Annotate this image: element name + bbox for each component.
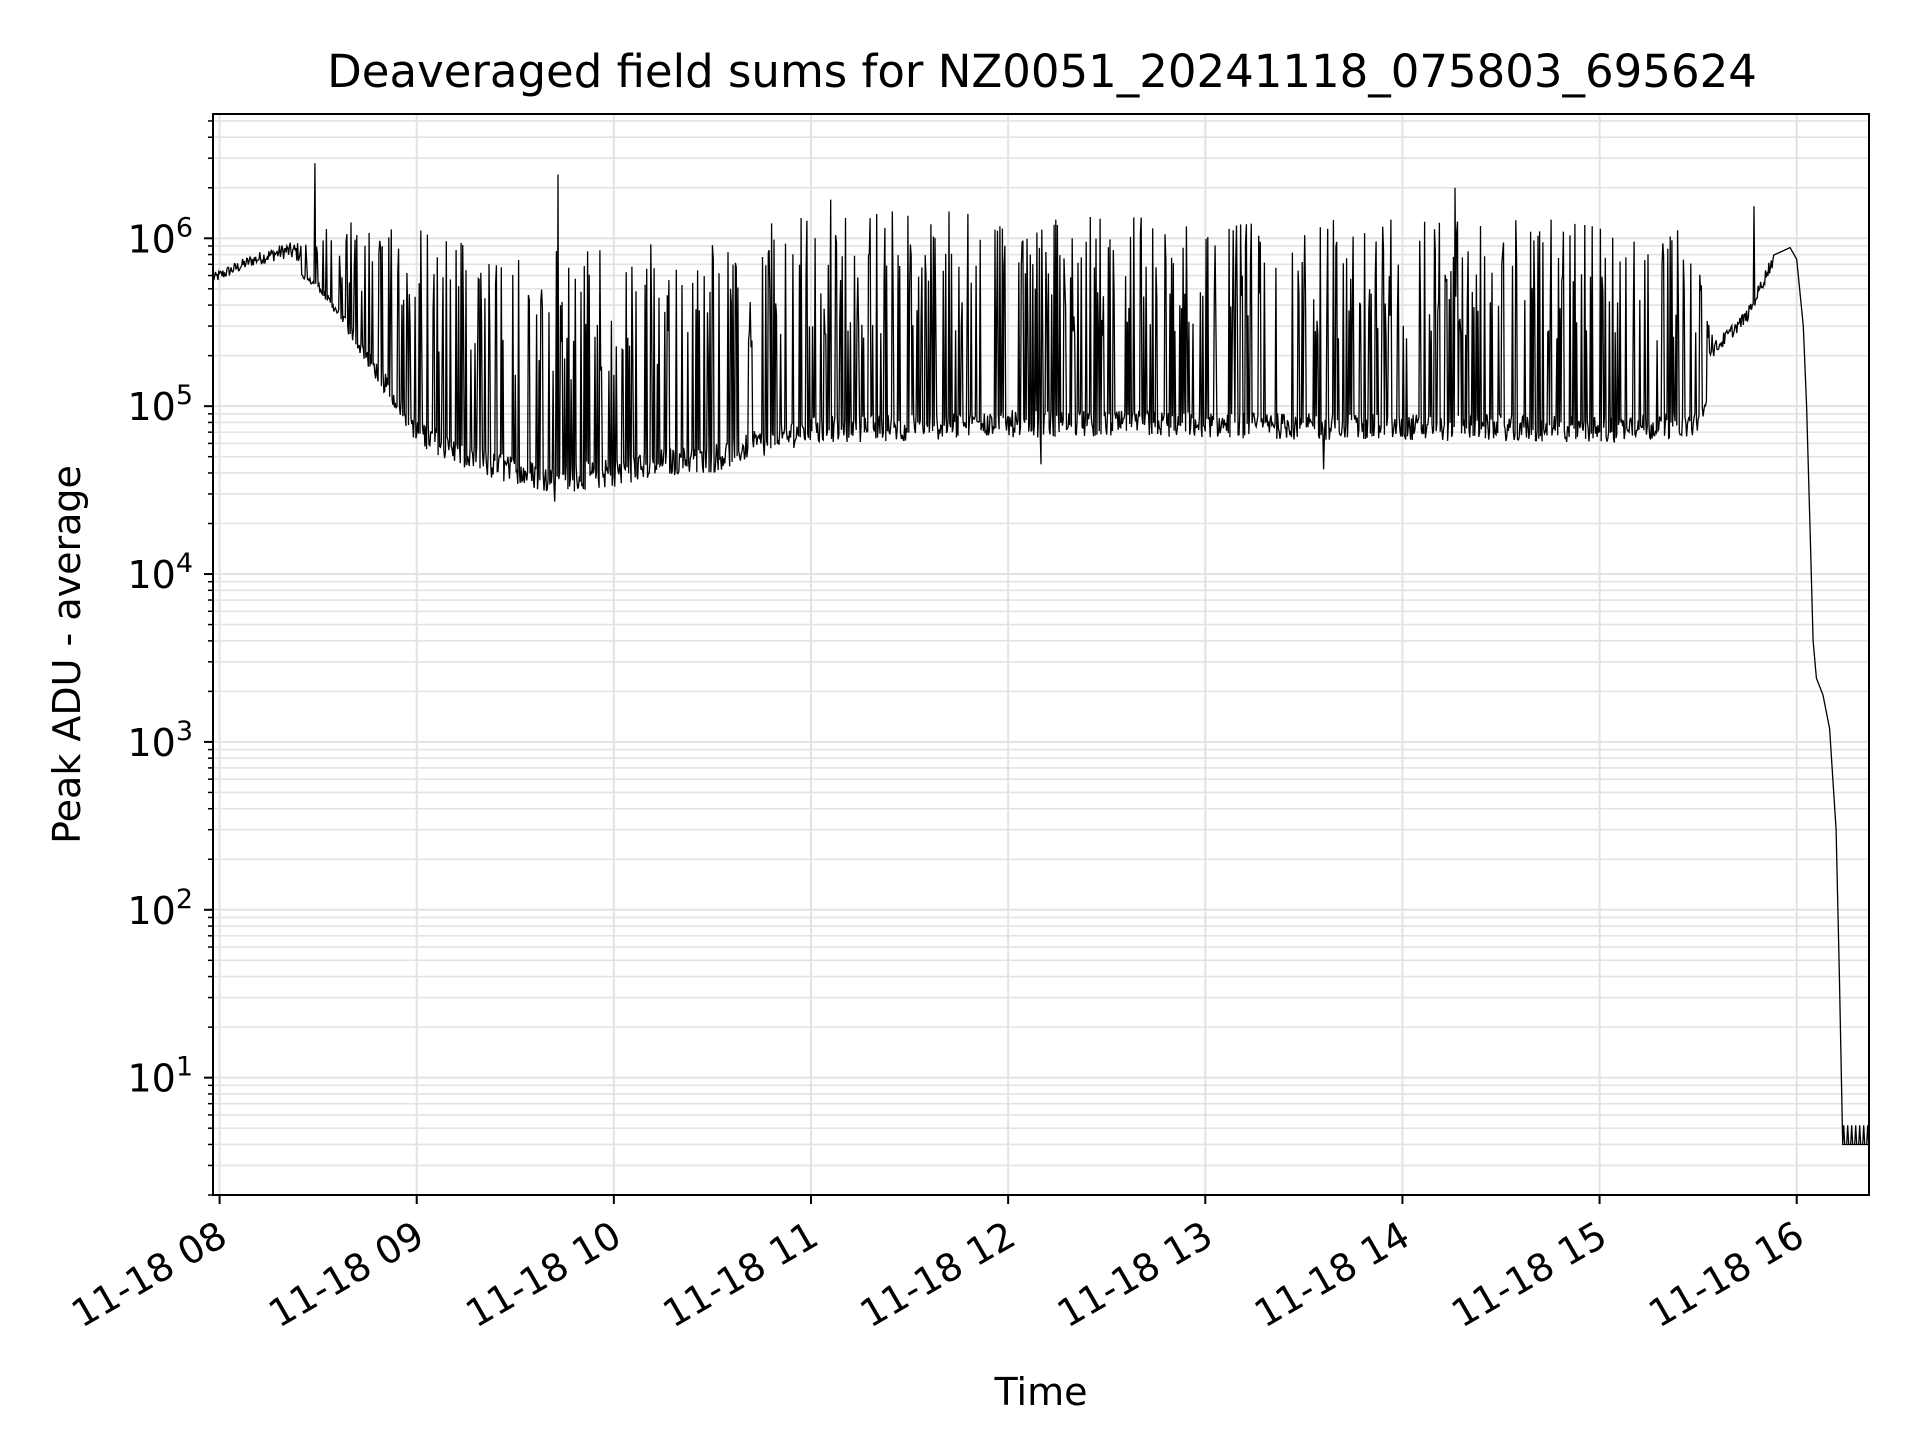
y-axis-label: Peak ADU - average [45,465,89,844]
y-tick-label: 101 [127,1052,193,1101]
y-tick-label: 105 [127,380,193,429]
y-tick-label: 103 [127,716,193,765]
plot-frame [212,113,1870,1196]
y-tick-label: 104 [127,548,193,597]
y-tick-label: 102 [127,884,193,933]
series-layer [212,163,1870,1146]
y-tick-label: 106 [127,212,193,261]
series-line [212,163,1870,1146]
chart-title: Deaveraged field sums for NZ0051_2024111… [327,45,1757,98]
x-axis-label: Time [994,1370,1088,1414]
